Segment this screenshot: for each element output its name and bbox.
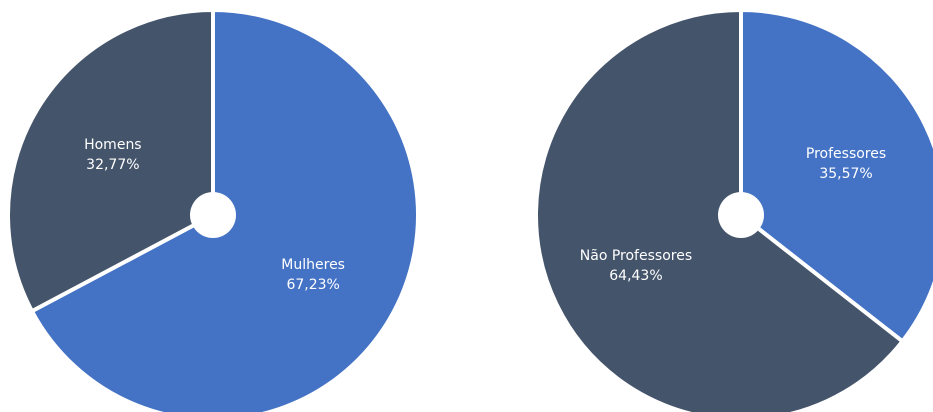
slice-value-label: 67,23% <box>286 277 339 293</box>
slice-value-label: 32,77% <box>86 157 139 173</box>
slice-value-label: 35,57% <box>819 166 872 182</box>
slice-label: Não Professores <box>580 248 692 264</box>
pie-slice <box>6 8 215 314</box>
slice-value-label: 64,43% <box>609 268 662 284</box>
slice-label: Homens <box>84 137 142 153</box>
pie-slice <box>739 8 933 344</box>
pie-hole <box>190 192 236 238</box>
slice-label: Professores <box>806 146 886 162</box>
pie-hole <box>718 192 764 238</box>
slice-label: Mulheres <box>281 257 345 273</box>
